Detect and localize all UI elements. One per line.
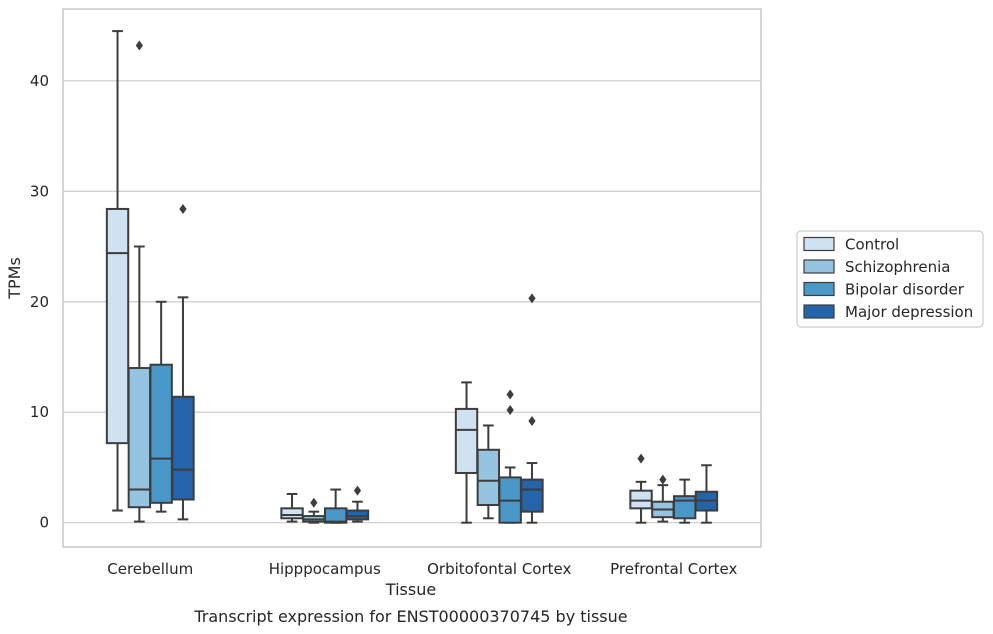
legend-item: Schizophrenia: [803, 258, 950, 276]
box-body: [280, 507, 304, 520]
box-2-3: [520, 293, 544, 524]
legend-label: Schizophrenia: [845, 258, 950, 276]
x-axis-label: Tissue: [385, 580, 436, 599]
outlier-point: [659, 474, 667, 485]
box-body: [454, 407, 479, 474]
box-body: [323, 507, 348, 524]
plot-frame: [62, 8, 762, 548]
box-body: [672, 495, 697, 520]
box-2-0: [454, 381, 479, 524]
box-body: [127, 367, 152, 509]
legend-swatch: [803, 304, 835, 319]
x-tick-label: Prefrontal Cortex: [610, 560, 737, 578]
legend-swatch: [803, 259, 835, 274]
box-1-2: [323, 488, 348, 524]
box-0-3: [171, 203, 195, 521]
outlier-point: [310, 497, 318, 508]
outlier-point: [528, 416, 536, 427]
box-0-0: [105, 30, 130, 512]
box-body: [629, 489, 653, 510]
outlier-point: [637, 453, 645, 464]
box-1-0: [280, 492, 304, 523]
box-2-1: [476, 424, 501, 520]
y-tick-label: 10: [30, 403, 49, 421]
outlier-point: [528, 293, 536, 304]
legend-item: Bipolar disorder: [803, 281, 965, 299]
box-3-0: [629, 453, 653, 524]
y-axis-label: TPMs: [5, 257, 24, 300]
box-body: [105, 207, 130, 445]
legend-swatch: [803, 281, 835, 297]
x-tick-label: Cerebellum: [107, 560, 193, 578]
outlier-point: [506, 389, 514, 400]
box-body: [171, 395, 195, 501]
legend-item: Major depression: [803, 303, 973, 321]
chart-caption: Transcript expression for ENST0000037074…: [193, 607, 627, 626]
outlier-point: [179, 203, 187, 214]
y-tick-label: 40: [30, 72, 49, 90]
legend-frame: [796, 230, 984, 328]
legend-label: Bipolar disorder: [845, 281, 965, 299]
outlier-point: [135, 40, 143, 51]
box-1-1: [302, 497, 326, 524]
box-body: [345, 509, 370, 521]
box-1-3: [345, 485, 370, 523]
x-tick-label: Hipppocampus: [269, 560, 381, 578]
box-body: [520, 478, 544, 513]
box-3-3: [694, 464, 719, 524]
y-tick-label: 0: [39, 514, 49, 532]
box-body: [476, 448, 501, 507]
legend-label: Control: [845, 236, 899, 254]
legend-label: Major depression: [845, 303, 973, 321]
legend-item: Control: [803, 236, 899, 254]
outlier-point: [353, 485, 362, 496]
outlier-point: [506, 405, 514, 416]
x-tick-label: Orbitofontal Cortex: [427, 560, 571, 578]
legend: Control Schizophrenia Bipolar disorder Majo…: [796, 230, 984, 328]
box-body: [149, 363, 173, 504]
y-tick-label: 30: [30, 182, 49, 200]
box-0-2: [149, 300, 173, 513]
legend-swatch: [803, 236, 835, 252]
plot-area: 0 10 20 30 40 Cerebellum Hipppocampus Orbitofon…: [30, 8, 762, 578]
y-tick-label: 20: [30, 293, 49, 311]
